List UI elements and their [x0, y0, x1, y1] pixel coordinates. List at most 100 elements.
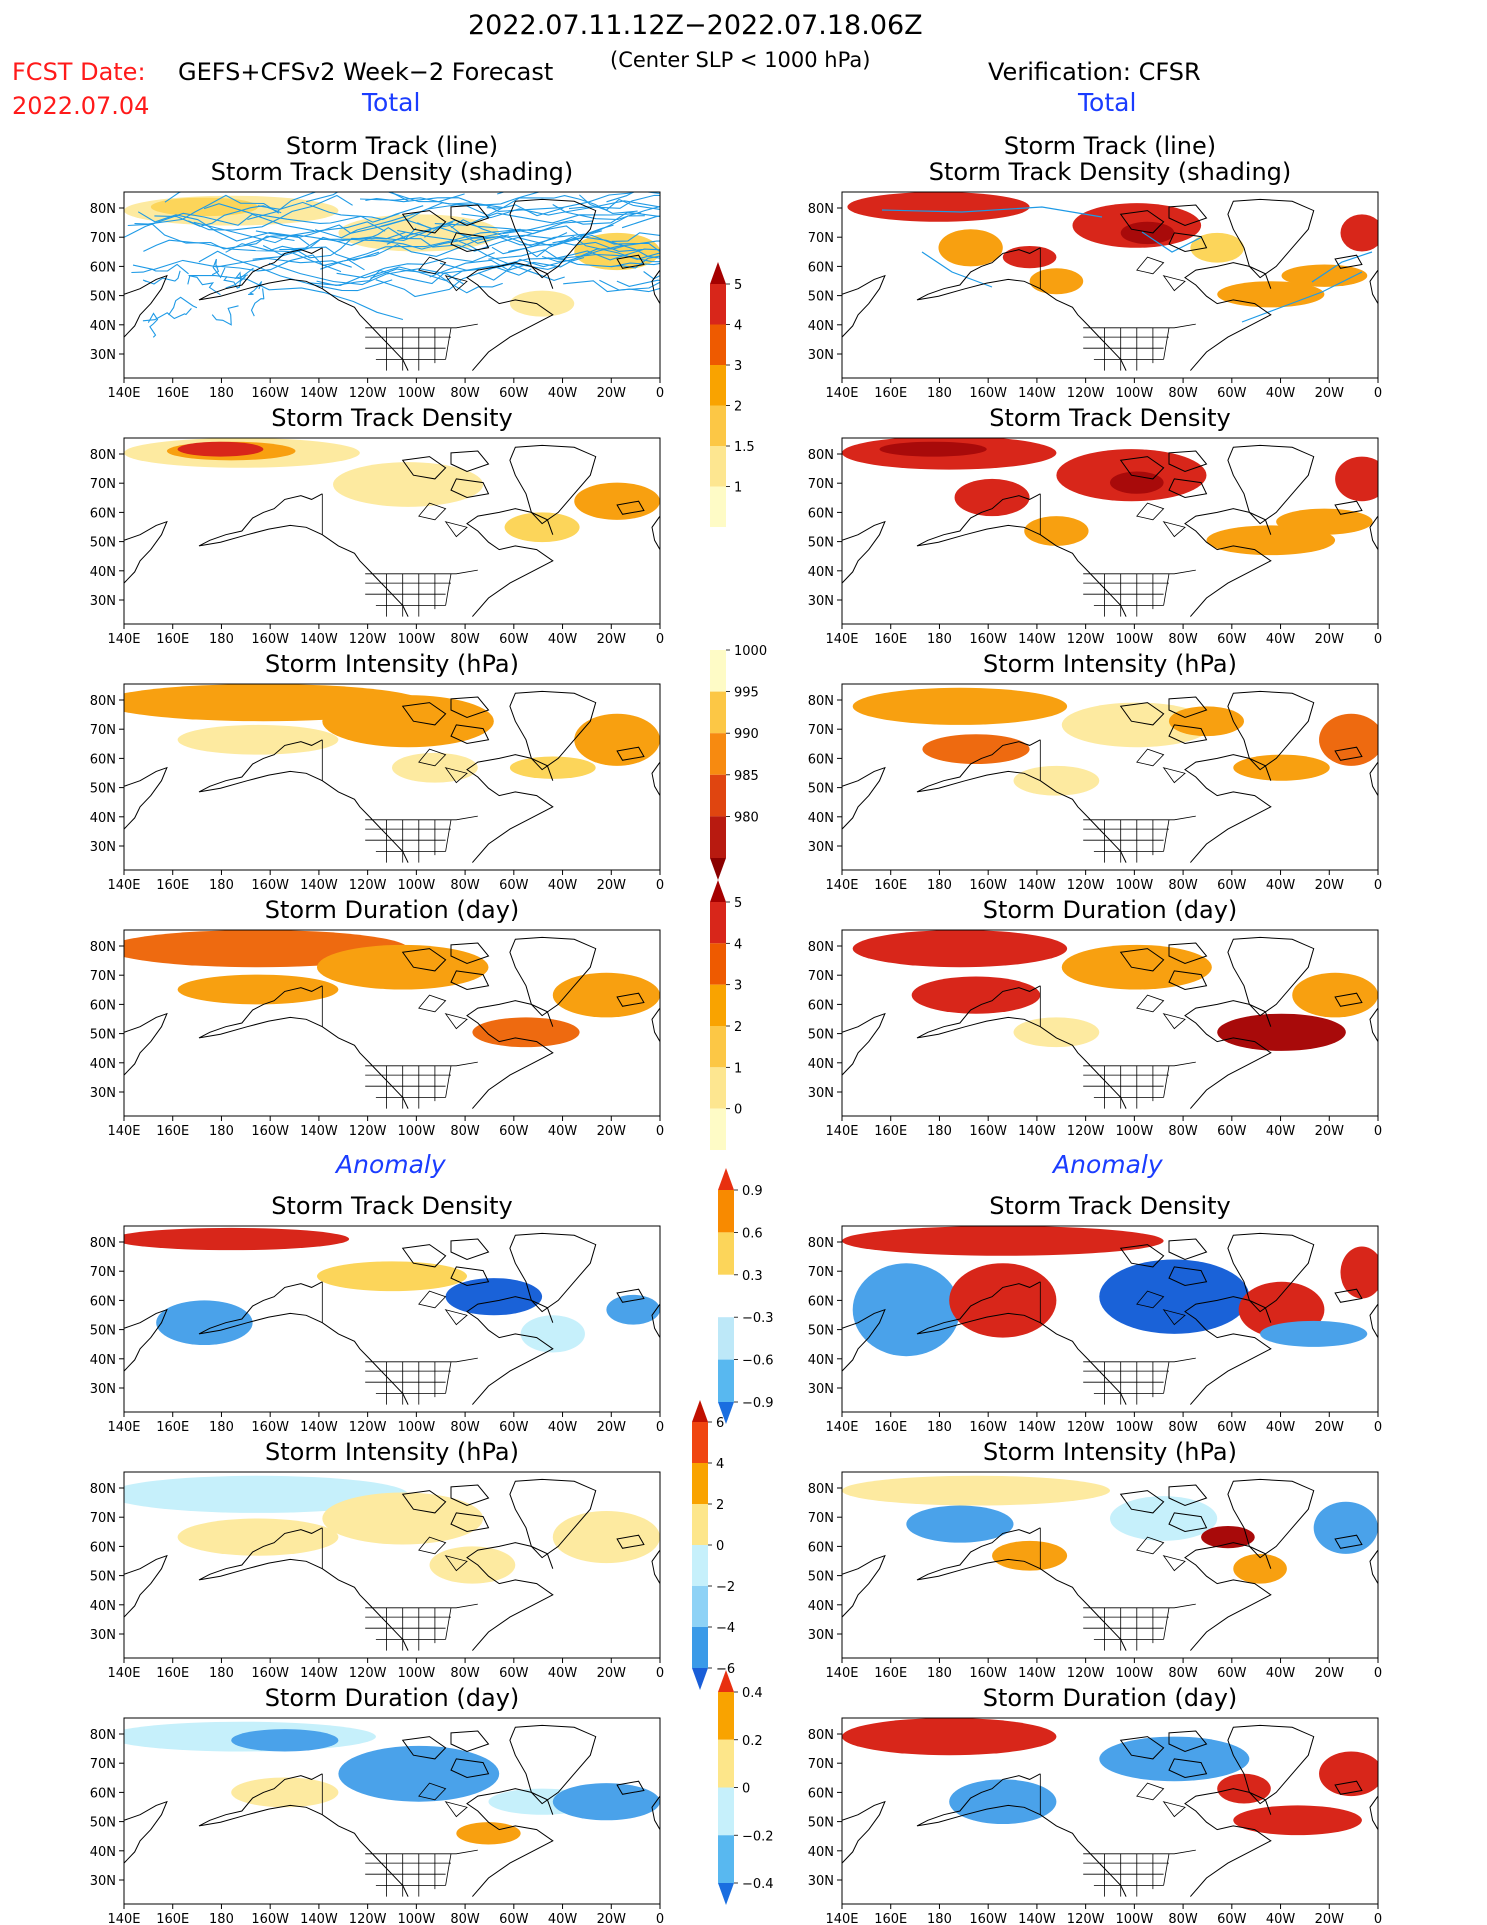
political-border [1083, 815, 1196, 821]
lon-tick-label: 20W [597, 1420, 627, 1435]
lon-tick-label: 160W [251, 1420, 289, 1435]
political-border [1162, 1309, 1186, 1326]
coastline [466, 1296, 554, 1405]
shaded-region [906, 1505, 1014, 1543]
lat-tick-label: 40N [90, 1599, 116, 1614]
coastline [509, 1478, 597, 1559]
lon-tick-label: 180 [927, 878, 952, 893]
coastline [450, 478, 490, 499]
panel-title-track-line-right: Storm Track (line) [1003, 132, 1217, 160]
lon-tick-label: 180 [209, 878, 234, 893]
lon-tick-label: 60W [1217, 386, 1247, 401]
lon-tick-label: 60W [499, 1124, 529, 1139]
colorbar-label: 980 [734, 810, 759, 825]
map-panel-den_left: 80N 70N 60N 50N 40N 30N 140E 160E 180 160W 140W 120… [90, 437, 664, 647]
lon-tick-label: 0 [656, 386, 664, 401]
coastline [616, 1288, 645, 1303]
storm-track-line [137, 211, 310, 246]
coastline [916, 493, 1127, 617]
lon-tick-label: 140W [1018, 878, 1056, 893]
shaded-region [316, 944, 489, 990]
shaded-region [1120, 221, 1175, 245]
panel-title-intensity-right: Storm Intensity (hPa) [983, 650, 1237, 678]
lat-tick-label: 30N [808, 1382, 834, 1397]
map-panel-int_right: 80N 70N 60N 50N 40N 30N 140E 160E 180 160W 140W 120… [808, 683, 1382, 893]
lon-tick-label: 120W [1067, 1124, 1105, 1139]
lon-tick-label: 160W [251, 1912, 289, 1925]
map-panel-ad_right: 80N 70N 60N 50N 40N 30N 140E 160E 180 160W 140W 120… [808, 1225, 1382, 1435]
lon-tick-label: 0 [656, 1912, 664, 1925]
colorbar-label: 990 [734, 727, 759, 742]
storm-track-line [563, 280, 660, 293]
storm-track-line [245, 229, 432, 246]
political-border [445, 1607, 452, 1640]
shaded-region [316, 1261, 468, 1292]
colorbar-segment [692, 1422, 708, 1463]
lon-tick-label: 180 [209, 1912, 234, 1925]
coastline [466, 508, 554, 617]
panel-title-anom-duration-left: Storm Duration (day) [264, 1684, 520, 1712]
lon-tick-label: 160W [251, 878, 289, 893]
political-border [1162, 275, 1186, 292]
coastline [450, 724, 490, 745]
coastline [651, 1549, 660, 1584]
shaded-region [574, 713, 660, 766]
map-panel-ai_right: 80N 70N 60N 50N 40N 30N 140E 160E 180 160W 140W 120… [808, 1471, 1382, 1681]
colorbar-segment [692, 1627, 708, 1668]
storm-track-line [552, 204, 660, 221]
shaded-region [504, 512, 580, 543]
lon-tick-label: 160E [156, 1124, 189, 1139]
lon-tick-label: 0 [656, 1124, 664, 1139]
political-border [1136, 502, 1165, 521]
storm-track-line [616, 279, 660, 287]
lon-tick-label: 40W [1266, 1420, 1296, 1435]
lon-tick-label: 100W [398, 878, 436, 893]
lat-tick-label: 60N [808, 1786, 834, 1801]
lon-tick-label: 140E [107, 878, 140, 893]
lon-tick-label: 180 [927, 632, 952, 647]
colorbar-segment [718, 1359, 734, 1402]
storm-track-line [255, 211, 421, 239]
colorbar-label: 0.3 [742, 1269, 763, 1284]
political-border [1163, 573, 1170, 606]
political-border [444, 275, 468, 292]
coastline [198, 493, 409, 617]
colorbar-label: 2 [734, 400, 742, 415]
coastline [1168, 232, 1208, 253]
coastline [1168, 1758, 1208, 1779]
coastline [1369, 1795, 1378, 1830]
lon-tick-label: 60W [499, 1912, 529, 1925]
political-border [445, 1853, 452, 1886]
colorbar-segment [718, 1692, 734, 1740]
lat-tick-label: 70N [90, 1757, 116, 1772]
storm-track-line [142, 270, 181, 285]
lat-tick-label: 60N [808, 1294, 834, 1309]
shading-layer [124, 1721, 660, 1897]
coastline [509, 1724, 597, 1805]
shaded-region [177, 724, 339, 755]
lat-tick-label: 30N [90, 1382, 116, 1397]
shading-layer [124, 1227, 660, 1405]
lat-tick-label: 60N [90, 1786, 116, 1801]
lat-tick-label: 80N [90, 1728, 116, 1743]
lat-tick-label: 50N [90, 782, 116, 797]
coastline [124, 1012, 168, 1076]
colorbar-label: 1 [734, 1061, 742, 1076]
coastline [450, 1730, 490, 1753]
colorbar-segment [710, 733, 726, 775]
lat-tick-label: 50N [808, 536, 834, 551]
lat-tick-label: 60N [808, 998, 834, 1013]
storm-track-line [488, 248, 660, 261]
coastline [1334, 254, 1363, 269]
coastline [616, 1534, 645, 1549]
coastline [401, 456, 447, 480]
political-border [365, 1849, 478, 1855]
political-border [445, 1065, 452, 1098]
colorbar-label: −0.4 [742, 1877, 774, 1892]
shaded-region [1233, 1805, 1362, 1836]
colorbar-label: −6 [716, 1662, 735, 1677]
lat-tick-label: 80N [808, 1236, 834, 1251]
colorbar-label: 6 [716, 1416, 724, 1431]
coastline [450, 1512, 490, 1533]
lat-tick-label: 50N [90, 1324, 116, 1339]
